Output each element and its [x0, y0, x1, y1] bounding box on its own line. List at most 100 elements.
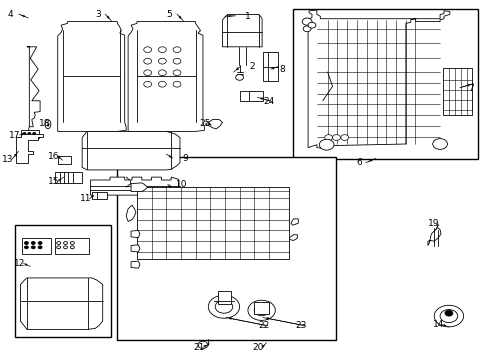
Circle shape — [24, 246, 28, 249]
Circle shape — [57, 246, 61, 249]
Circle shape — [158, 70, 166, 76]
Polygon shape — [205, 120, 222, 129]
Circle shape — [173, 70, 181, 76]
Text: 22: 22 — [258, 321, 269, 330]
Text: 20: 20 — [252, 343, 263, 352]
Circle shape — [303, 26, 310, 32]
Text: 15: 15 — [48, 177, 60, 186]
Text: 19: 19 — [427, 219, 439, 228]
Circle shape — [31, 242, 35, 244]
Circle shape — [247, 300, 275, 320]
Circle shape — [158, 81, 166, 87]
Polygon shape — [58, 22, 126, 131]
Circle shape — [38, 246, 42, 249]
Polygon shape — [131, 230, 140, 238]
Text: 9: 9 — [182, 154, 187, 163]
Bar — [92, 192, 106, 199]
Text: 8: 8 — [279, 65, 285, 74]
Circle shape — [319, 139, 333, 150]
Bar — [254, 302, 268, 314]
Circle shape — [173, 47, 181, 53]
Circle shape — [208, 295, 239, 318]
Bar — [263, 52, 277, 81]
Polygon shape — [126, 205, 136, 221]
Polygon shape — [27, 47, 40, 127]
Circle shape — [173, 81, 181, 87]
Bar — [20, 130, 39, 138]
Text: 13: 13 — [2, 154, 14, 163]
Circle shape — [235, 75, 243, 80]
Circle shape — [324, 135, 332, 140]
Polygon shape — [16, 134, 43, 163]
Text: 21: 21 — [193, 343, 204, 352]
Circle shape — [28, 132, 31, 135]
Text: 5: 5 — [166, 10, 172, 19]
Polygon shape — [131, 183, 147, 192]
Polygon shape — [128, 22, 204, 131]
Circle shape — [38, 242, 42, 244]
Ellipse shape — [45, 120, 51, 129]
Text: 7: 7 — [468, 84, 473, 93]
Bar — [58, 156, 71, 164]
Bar — [55, 238, 89, 254]
Polygon shape — [131, 245, 140, 252]
Text: 18: 18 — [39, 118, 51, 127]
Circle shape — [432, 139, 447, 149]
Polygon shape — [222, 14, 262, 47]
Bar — [239, 91, 263, 101]
Circle shape — [23, 132, 26, 135]
Text: 11: 11 — [80, 194, 91, 203]
Text: 25: 25 — [199, 118, 210, 127]
Circle shape — [254, 305, 268, 316]
Circle shape — [332, 135, 340, 140]
Circle shape — [439, 310, 457, 323]
Polygon shape — [20, 278, 102, 329]
Circle shape — [63, 242, 67, 244]
Circle shape — [70, 246, 74, 249]
Circle shape — [158, 58, 166, 64]
Circle shape — [57, 242, 61, 244]
Text: 10: 10 — [176, 180, 187, 189]
Circle shape — [143, 70, 151, 76]
Text: 2: 2 — [249, 62, 255, 71]
Text: 3: 3 — [95, 10, 101, 19]
Bar — [293, 9, 477, 159]
Text: 4: 4 — [8, 10, 14, 19]
Circle shape — [24, 242, 28, 244]
Bar — [117, 157, 336, 340]
Circle shape — [31, 246, 35, 249]
Circle shape — [340, 135, 348, 140]
Text: 23: 23 — [295, 321, 306, 330]
Text: 16: 16 — [48, 152, 60, 161]
Polygon shape — [307, 10, 449, 148]
Polygon shape — [427, 228, 440, 246]
Text: 1: 1 — [244, 12, 250, 21]
Polygon shape — [131, 261, 140, 268]
Bar — [217, 291, 231, 304]
Circle shape — [173, 58, 181, 64]
Circle shape — [198, 341, 207, 348]
Bar — [55, 172, 81, 183]
Bar — [442, 68, 471, 115]
Text: 6: 6 — [355, 158, 361, 167]
Circle shape — [33, 132, 36, 135]
Circle shape — [302, 18, 311, 25]
Polygon shape — [290, 219, 298, 225]
Polygon shape — [289, 235, 297, 240]
Circle shape — [70, 242, 74, 244]
Circle shape — [433, 305, 463, 327]
Polygon shape — [82, 131, 180, 170]
Text: 24: 24 — [263, 97, 274, 106]
Text: 14: 14 — [432, 320, 443, 329]
Text: 12: 12 — [14, 259, 25, 268]
Polygon shape — [90, 177, 178, 195]
Circle shape — [143, 81, 151, 87]
Circle shape — [143, 58, 151, 64]
Circle shape — [143, 47, 151, 53]
Circle shape — [444, 310, 452, 316]
Bar — [22, 238, 51, 254]
Circle shape — [63, 246, 67, 249]
Text: 17: 17 — [9, 130, 20, 139]
Bar — [15, 225, 111, 337]
Bar — [137, 187, 288, 259]
